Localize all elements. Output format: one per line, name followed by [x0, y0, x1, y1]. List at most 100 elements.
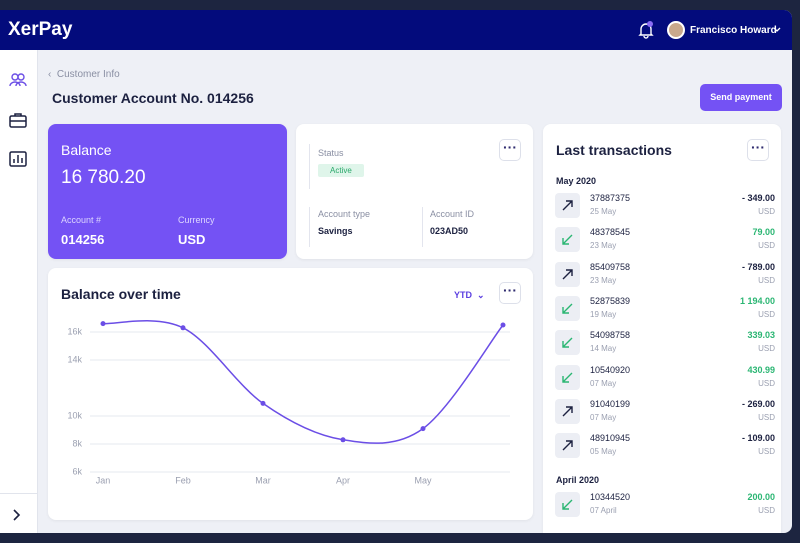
transaction-date: 07 April [590, 506, 617, 516]
outgoing-arrow [562, 200, 573, 211]
transaction-date: 23 May [590, 241, 617, 251]
avatar[interactable] [667, 21, 685, 39]
transaction-id: 48378545 [590, 227, 631, 238]
transaction-currency: USD [758, 506, 775, 516]
type-label: Account type [318, 209, 371, 219]
transaction-date: 14 May [590, 344, 617, 354]
x-tick-label: Feb [175, 475, 191, 485]
top-bar: XerPay Francisco Howard [0, 10, 792, 50]
direction-icon [555, 492, 580, 518]
more-button[interactable]: ··· [747, 139, 769, 161]
transaction-date: 19 May [590, 309, 617, 319]
account-type: Savings [318, 226, 353, 236]
account-id: 023AD50 [430, 226, 469, 236]
send-payment-button[interactable]: Send payment [700, 84, 782, 111]
transaction-date: 07 May [590, 378, 617, 388]
x-tick-label: Apr [336, 475, 350, 485]
transaction-id: 52875839 [590, 295, 631, 306]
transaction-row[interactable]: 48378545 23 May 79.00 USD [555, 227, 775, 257]
user-menu-caret[interactable] [773, 27, 781, 33]
nav-reports[interactable] [9, 151, 27, 167]
chart-card: Balance over time YTD ⌄ ··· 6k 8k 10k 14k 16… [48, 268, 533, 520]
divider [309, 144, 310, 189]
app: XerPay Francisco Howard ‹ Customer Info … [0, 10, 792, 533]
transaction-date: 07 May [590, 412, 617, 422]
balance-amount: 16 780.20 [61, 167, 146, 188]
transaction-row[interactable]: 10344520 07 April 200.00 USD [555, 492, 775, 522]
divider [309, 207, 310, 247]
transaction-amount: - 349.00 [741, 193, 775, 203]
transaction-date: 25 May [590, 207, 617, 216]
status-badge: Active [318, 164, 364, 177]
transaction-row[interactable]: 10540920 07 May 430.99 USD [555, 364, 775, 395]
transaction-id: 10344520 [590, 492, 631, 503]
direction-icon [555, 398, 580, 424]
page-title: Customer Account No. 014256 [52, 90, 254, 106]
brand: XerPay [8, 19, 73, 40]
x-tick-label: May [414, 475, 432, 485]
transaction-row[interactable]: 54098758 14 May 339.03 USD [555, 330, 775, 360]
expand-sidebar[interactable] [12, 509, 22, 521]
transaction-id: 91040199 [590, 398, 631, 409]
transaction-amount: 430.99 [747, 364, 775, 375]
transaction-amount: - 789.00 [741, 261, 775, 272]
transaction-currency: USD [758, 309, 775, 319]
y-tick-label: 6k [72, 466, 82, 476]
transaction-id: 10540920 [590, 364, 631, 375]
transactions-card: Last transactions ··· May 2020 37887375 25… [543, 124, 781, 533]
breadcrumb-text[interactable]: Customer Info [56, 69, 120, 80]
breadcrumb[interactable]: ‹ Customer Info [48, 69, 120, 80]
y-tick-label: 10k [67, 410, 82, 420]
transaction-row[interactable]: 52875839 19 May 1 194.00 USD [555, 295, 775, 326]
more-button[interactable]: ··· [499, 139, 521, 161]
currency-label: Currency [178, 215, 215, 225]
sidebar [0, 50, 38, 533]
transaction-currency: USD [758, 344, 775, 354]
outgoing-arrow [562, 406, 573, 417]
period-select[interactable]: YTD ⌄ [454, 290, 485, 300]
direction-icon [555, 227, 580, 253]
more-button[interactable]: ··· [499, 282, 521, 304]
chart: 6k 8k 10k 14k 16k Jan Feb Mar Apr May [67, 320, 510, 485]
status-label: Status [318, 148, 344, 158]
transaction-id: 54098758 [590, 330, 631, 341]
nav-customers[interactable] [9, 72, 27, 88]
period[interactable]: YTD [454, 290, 472, 300]
transaction-id: 37887375 [590, 193, 631, 203]
direction-icon [555, 261, 580, 287]
id-label: Account ID [430, 209, 475, 219]
transaction-amount: 200.00 [747, 492, 775, 503]
chart-title: Balance over time [61, 286, 181, 302]
transaction-currency: USD [758, 275, 775, 285]
sidebar-divider [0, 493, 38, 494]
balance-card: Balance 16 780.20 Account # 014256 Curre… [48, 124, 287, 259]
incoming-arrow [562, 234, 573, 245]
y-tick-label: 14k [67, 354, 82, 364]
data-point [260, 400, 266, 406]
transaction-row[interactable]: 85409758 23 May - 789.00 USD [555, 261, 775, 292]
user-name[interactable]: Francisco Howard [690, 25, 777, 36]
month-heading: April 2020 [556, 475, 600, 486]
transaction-row[interactable]: 91040199 07 May - 269.00 USD [555, 398, 775, 429]
notification-bell[interactable] [638, 21, 654, 39]
account-label: Account # [61, 215, 102, 225]
transaction-amount: 339.03 [747, 330, 775, 341]
direction-icon [555, 433, 580, 459]
transaction-amount: 1 194.00 [739, 295, 775, 306]
transaction-currency: USD [758, 207, 775, 216]
transaction-currency: USD [758, 412, 775, 422]
transaction-id: 48910945 [590, 433, 631, 444]
incoming-arrow [562, 337, 573, 348]
balance-line [102, 320, 504, 444]
currency: USD [178, 232, 206, 247]
transaction-row[interactable]: 48910945 05 May - 109.00 USD [555, 433, 775, 463]
transactions-title: Last transactions [556, 142, 672, 158]
incoming-arrow [562, 372, 573, 383]
nav-portfolio[interactable] [9, 112, 27, 128]
transaction-amount: - 269.00 [741, 398, 775, 409]
incoming-arrow [562, 499, 573, 511]
incoming-arrow [562, 303, 573, 314]
transaction-row[interactable]: 37887375 25 May - 349.00 USD [555, 193, 775, 223]
outgoing-arrow [562, 440, 573, 451]
